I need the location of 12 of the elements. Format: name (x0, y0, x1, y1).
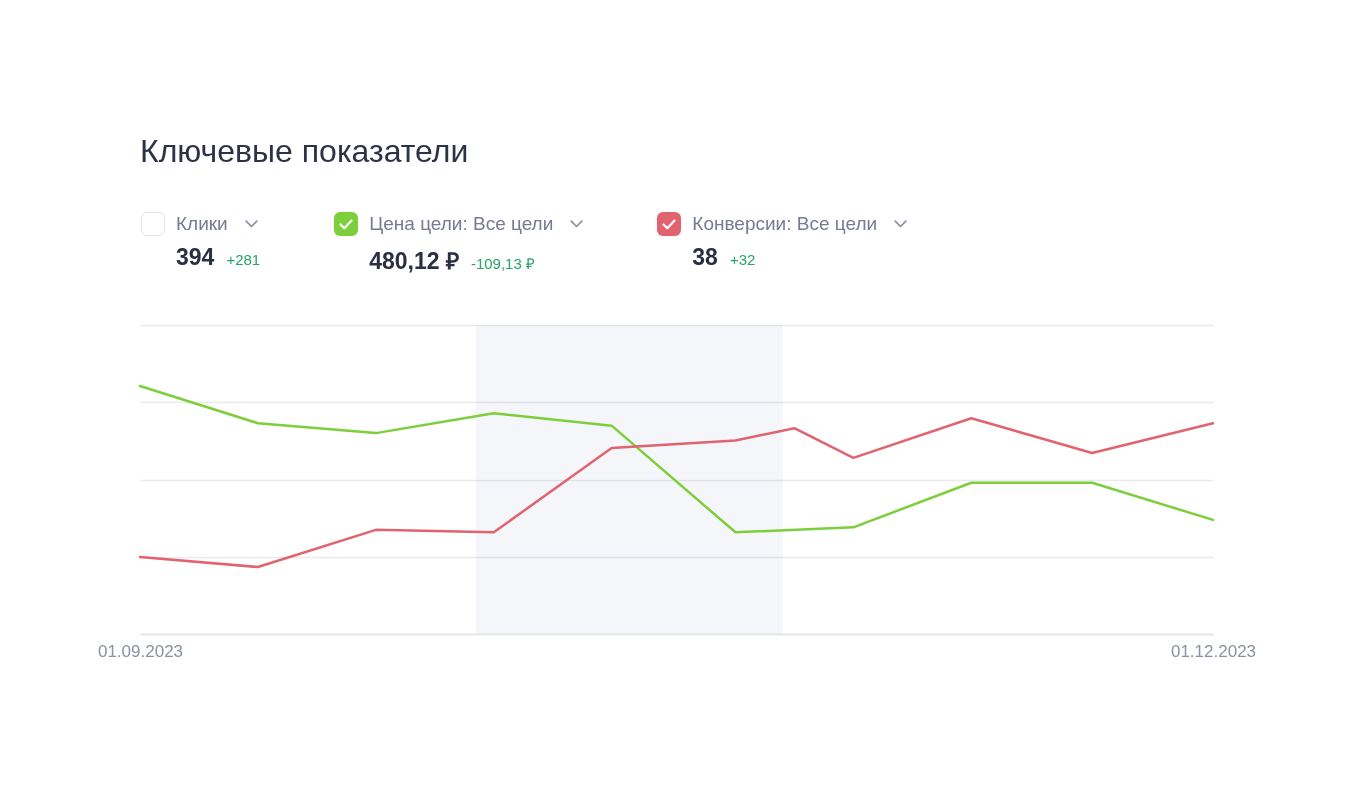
text: 480,12 ₽ (369, 247, 459, 276)
legend-label: Конверсии: Все цели (692, 213, 878, 235)
x-tick-label: 01.12.2023 (1170, 641, 1257, 661)
text: -109,13 ₽ (470, 254, 535, 273)
chart-title: Ключевые показатели (140, 132, 469, 170)
x-tick-label: 01.09.2023 (97, 641, 184, 661)
legend-label: Цена цели: Все цели (369, 213, 554, 235)
text: +281 (226, 251, 261, 268)
text: 38 (692, 244, 718, 271)
text: Клики (176, 213, 228, 235)
text: 394 (176, 244, 215, 271)
text: +32 (729, 251, 756, 268)
